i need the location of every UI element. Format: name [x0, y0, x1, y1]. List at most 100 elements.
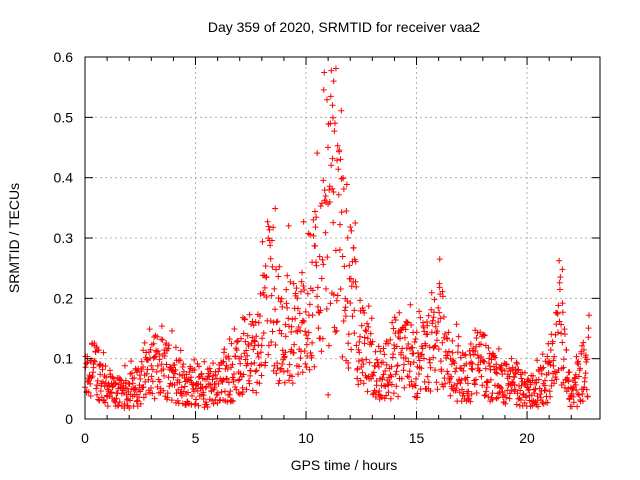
data-point: [483, 388, 490, 395]
data-point: [404, 319, 411, 326]
data-point: [512, 386, 519, 393]
data-point: [154, 348, 161, 355]
data-point: [340, 175, 347, 182]
data-point: [103, 374, 110, 381]
data-point: [131, 385, 138, 392]
data-point: [245, 377, 252, 384]
data-point: [503, 361, 510, 368]
data-point: [296, 310, 303, 317]
data-point: [352, 278, 359, 285]
data-point: [344, 298, 351, 305]
data-point: [259, 335, 266, 342]
data-point: [411, 338, 418, 345]
data-point: [506, 395, 513, 402]
data-point: [424, 373, 431, 380]
data-point: [237, 360, 244, 367]
data-point: [247, 367, 254, 374]
data-point: [513, 401, 520, 408]
data-point: [100, 378, 107, 385]
data-point: [412, 382, 419, 389]
data-point: [388, 373, 395, 380]
data-point: [541, 377, 548, 384]
data-point: [286, 361, 293, 368]
data-point: [470, 351, 477, 358]
data-point: [170, 374, 177, 381]
data-point: [539, 351, 546, 358]
data-point: [176, 379, 183, 386]
data-point: [432, 367, 439, 374]
data-point: [201, 358, 208, 365]
data-point: [383, 392, 390, 399]
data-point: [557, 274, 564, 281]
data-point: [479, 382, 486, 389]
data-point: [181, 374, 188, 381]
data-point: [121, 362, 128, 369]
grid: [85, 57, 600, 419]
data-point: [244, 360, 251, 367]
data-point: [265, 342, 272, 349]
data-point: [492, 354, 499, 361]
data-point: [102, 399, 109, 406]
data-point: [408, 321, 415, 328]
data-point: [300, 283, 307, 290]
data-point: [535, 403, 542, 410]
data-point: [370, 369, 377, 376]
data-point: [494, 370, 501, 377]
data-point: [419, 345, 426, 352]
data-point: [219, 359, 226, 366]
data-point: [310, 216, 317, 223]
data-point: [375, 363, 382, 370]
data-point: [250, 322, 257, 329]
data-point: [489, 390, 496, 397]
data-point: [267, 318, 274, 325]
data-point: [416, 308, 423, 315]
data-point: [133, 398, 140, 405]
data-point: [271, 362, 278, 369]
data-point: [297, 288, 304, 295]
data-point: [582, 352, 589, 359]
data-point: [181, 383, 188, 390]
data-point: [393, 368, 400, 375]
data-point: [501, 367, 508, 374]
data-point: [334, 157, 341, 164]
data-point: [584, 393, 591, 400]
data-point: [445, 329, 452, 336]
data-point: [198, 370, 205, 377]
data-point: [523, 393, 530, 400]
data-point: [551, 380, 558, 387]
data-point: [258, 372, 265, 379]
data-point: [179, 364, 186, 371]
data-point: [279, 303, 286, 310]
data-point: [489, 396, 496, 403]
data-point: [425, 379, 432, 386]
data-point: [584, 356, 591, 363]
data-point: [274, 318, 281, 325]
data-point: [427, 364, 434, 371]
data-point: [303, 332, 310, 339]
data-point: [559, 300, 566, 307]
data-point: [303, 341, 310, 348]
data-point: [496, 389, 503, 396]
data-point: [437, 358, 444, 365]
data-point: [544, 353, 551, 360]
data-point: [206, 365, 213, 372]
data-point: [477, 341, 484, 348]
data-point: [417, 351, 424, 358]
data-point: [289, 316, 296, 323]
data-point: [330, 189, 337, 196]
data-point: [313, 214, 320, 221]
data-point: [318, 348, 325, 355]
data-point: [309, 287, 316, 294]
data-point: [294, 305, 301, 312]
data-point: [368, 315, 375, 322]
data-point: [97, 387, 104, 394]
data-point: [283, 300, 290, 307]
data-point: [159, 336, 166, 343]
data-point: [449, 337, 456, 344]
data-point: [84, 359, 91, 366]
data-point: [478, 353, 485, 360]
data-point: [530, 372, 537, 379]
data-point: [200, 392, 207, 399]
data-point: [330, 219, 337, 226]
